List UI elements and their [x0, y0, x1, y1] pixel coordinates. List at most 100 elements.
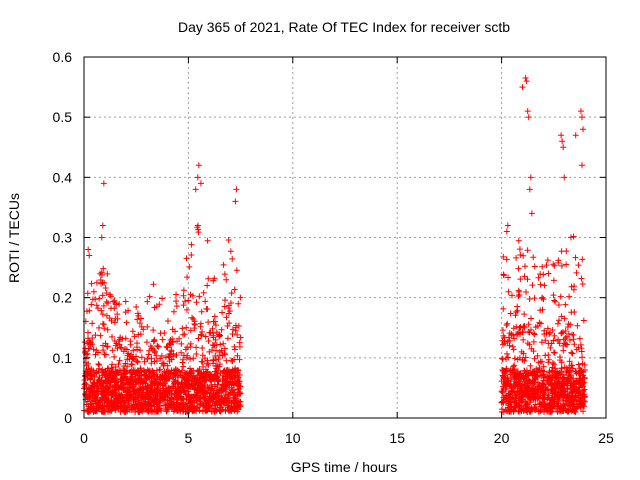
y-tick-label: 0.5: [53, 109, 73, 125]
data-point: [122, 298, 129, 305]
data-point: [508, 401, 515, 408]
data-point: [503, 407, 510, 414]
y-tick-label: 0.1: [53, 350, 73, 366]
data-point: [173, 298, 180, 305]
data-point: [221, 350, 228, 357]
data-point: [101, 378, 108, 385]
data-point: [89, 388, 96, 395]
data-point: [137, 331, 144, 338]
data-point: [209, 405, 216, 412]
data-point: [231, 286, 238, 293]
data-point: [226, 384, 233, 391]
data-point: [544, 325, 551, 332]
data-point: [174, 338, 180, 345]
data-point: [127, 380, 134, 387]
data-point: [542, 352, 549, 359]
data-point: [141, 371, 148, 378]
data-point: [220, 384, 227, 391]
data-point: [222, 388, 229, 395]
data-point: [498, 399, 505, 406]
data-point: [213, 341, 220, 348]
data-point: [499, 327, 506, 334]
data-point: [537, 399, 544, 406]
data-point: [217, 370, 224, 377]
data-point: [139, 402, 146, 409]
data-point: [541, 408, 548, 415]
data-point: [215, 378, 222, 385]
data-point: [226, 373, 233, 380]
data-point: [170, 308, 177, 315]
data-point: [94, 408, 101, 415]
data-point: [97, 270, 104, 277]
data-point: [212, 353, 219, 360]
data-point: [523, 288, 530, 295]
data-point: [579, 401, 586, 408]
data-point: [577, 366, 584, 373]
data-point: [187, 365, 194, 372]
data-point: [134, 378, 141, 385]
data-point: [197, 384, 204, 391]
data-point: [193, 397, 200, 404]
data-point: [562, 328, 569, 335]
data-point: [500, 253, 507, 260]
data-point: [511, 355, 518, 362]
data-point: [165, 404, 172, 411]
data-point: [201, 395, 208, 402]
data-point: [569, 365, 576, 372]
data-point: [233, 397, 240, 404]
data-point: [515, 329, 522, 336]
data-point: [537, 281, 544, 288]
data-point: [160, 385, 167, 392]
data-point: [515, 401, 522, 408]
data-point: [213, 365, 220, 372]
data-point: [505, 354, 512, 361]
data-point: [550, 277, 557, 284]
data-point: [527, 362, 534, 369]
data-point: [515, 265, 522, 272]
data-point: [218, 392, 225, 399]
data-point: [199, 371, 206, 378]
data-point: [566, 375, 572, 382]
data-point: [178, 397, 185, 404]
data-point: [133, 353, 140, 360]
data-point: [207, 371, 214, 378]
data-point: [575, 361, 582, 368]
data-point: [93, 391, 100, 398]
data-point: [531, 295, 538, 302]
data-point: [555, 400, 562, 407]
data-point: [501, 368, 508, 375]
data-point: [159, 295, 166, 302]
data-point: [578, 162, 585, 169]
data-point: [576, 335, 583, 342]
data-point: [529, 282, 536, 289]
data-point: [113, 394, 120, 401]
data-point: [556, 396, 563, 403]
data-point: [511, 383, 518, 390]
data-point: [565, 372, 572, 379]
data-point: [222, 408, 229, 415]
data-point: [531, 394, 538, 401]
data-point: [548, 387, 555, 394]
data-point: [503, 365, 510, 372]
data-point: [569, 350, 576, 357]
data-point: [547, 408, 554, 415]
data-point: [216, 361, 223, 368]
data-point: [554, 320, 561, 327]
data-point: [108, 391, 115, 398]
data-point: [569, 392, 576, 399]
data-point: [164, 344, 171, 351]
data-point: [515, 408, 522, 415]
data-point: [210, 356, 217, 363]
data-point: [104, 270, 111, 277]
data-point: [141, 358, 148, 365]
data-point: [173, 352, 180, 359]
data-point: [520, 252, 527, 259]
data-point: [190, 355, 197, 362]
data-point: [196, 293, 203, 300]
data-point: [505, 288, 512, 295]
data-point: [183, 306, 190, 313]
data-point: [537, 307, 544, 314]
data-point: [104, 326, 111, 333]
data-point: [115, 338, 122, 345]
data-point: [163, 343, 170, 350]
